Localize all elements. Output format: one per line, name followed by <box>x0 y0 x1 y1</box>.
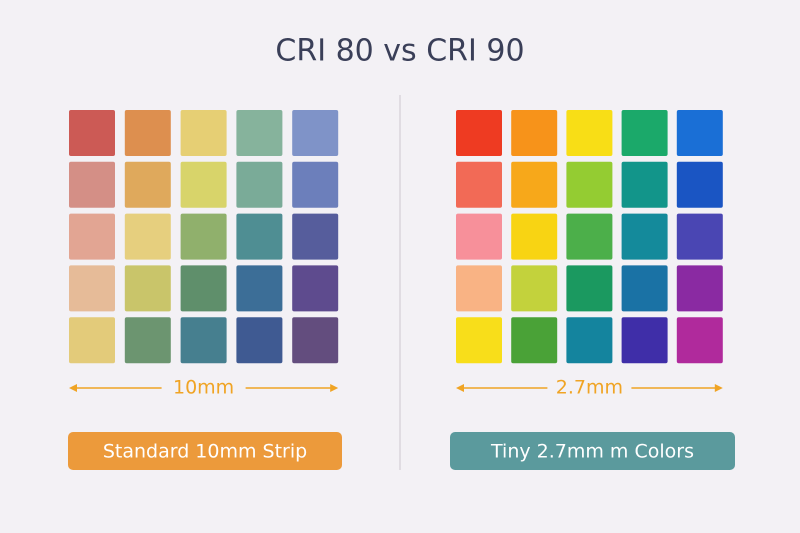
swatch <box>292 265 339 312</box>
swatch <box>456 317 502 364</box>
swatch <box>511 213 558 260</box>
swatch <box>676 317 723 364</box>
arrow-head <box>330 384 339 392</box>
strip-label: Standard 10mm Strip <box>103 441 307 463</box>
swatch <box>511 265 558 312</box>
swatch <box>124 213 171 260</box>
swatch <box>456 110 502 156</box>
strip-label-pill <box>450 432 735 470</box>
swatch <box>236 161 283 208</box>
swatch <box>292 213 339 260</box>
swatch <box>69 161 115 208</box>
swatch <box>621 110 668 156</box>
swatch <box>566 317 613 364</box>
swatch <box>180 213 227 260</box>
swatch <box>566 110 613 156</box>
swatch <box>621 161 668 208</box>
swatch <box>676 265 723 312</box>
swatch <box>566 213 613 260</box>
dimension-label: 10mm <box>173 377 234 399</box>
swatch <box>566 161 613 208</box>
swatch <box>456 213 502 260</box>
swatch <box>456 161 502 208</box>
dimension-label: 2.7mm <box>556 377 623 399</box>
arrow-head <box>69 384 77 392</box>
swatch <box>124 317 171 364</box>
swatch <box>292 110 339 156</box>
swatch <box>621 265 668 312</box>
swatch <box>180 161 227 208</box>
arrow-head <box>714 384 723 392</box>
swatch <box>180 317 227 364</box>
swatch <box>180 110 227 156</box>
swatch <box>180 265 227 312</box>
title: CRI 80 vs CRI 90 <box>275 34 524 69</box>
swatch <box>511 110 558 156</box>
swatch <box>69 110 115 156</box>
swatch <box>511 317 558 364</box>
swatch <box>676 110 723 156</box>
swatch <box>292 317 339 364</box>
swatch <box>236 317 283 364</box>
swatch <box>236 265 283 312</box>
swatch <box>236 213 283 260</box>
swatch <box>124 110 171 156</box>
swatch <box>124 265 171 312</box>
swatch <box>292 161 339 208</box>
swatch <box>69 265 115 312</box>
swatch <box>566 265 613 312</box>
swatch <box>69 213 115 260</box>
swatch <box>456 265 502 312</box>
swatch <box>621 317 668 364</box>
swatch <box>511 161 558 208</box>
strip-label: Tiny 2.7mm m Colors <box>490 441 694 463</box>
swatch <box>676 161 723 208</box>
swatch <box>621 213 668 260</box>
swatch <box>124 161 171 208</box>
arrow-head <box>456 384 464 392</box>
swatch <box>69 317 115 364</box>
swatch <box>676 213 723 260</box>
swatch <box>236 110 283 156</box>
strip-label-pill <box>68 432 342 470</box>
